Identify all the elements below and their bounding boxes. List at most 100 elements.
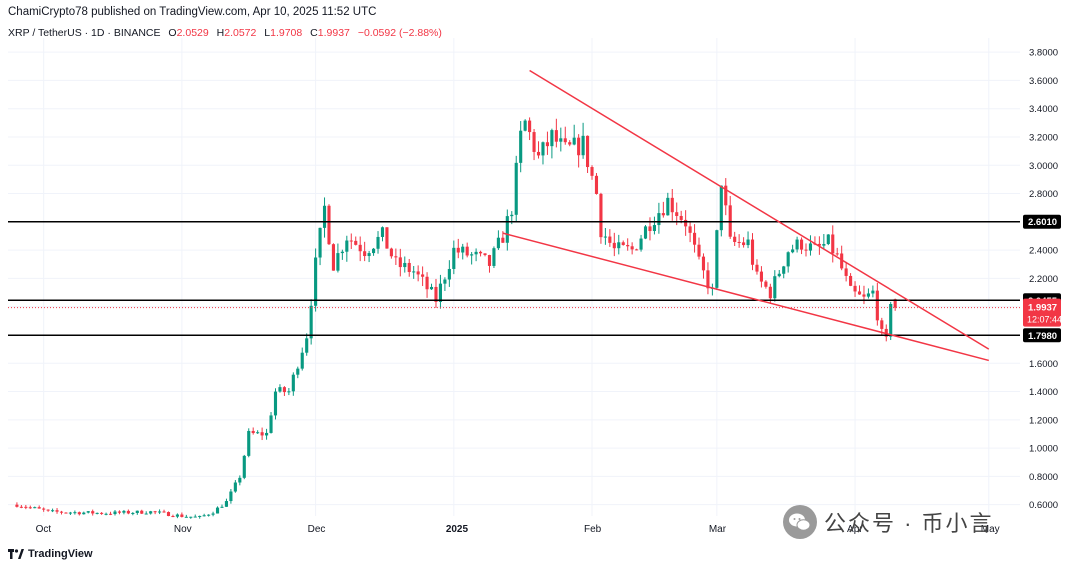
candle-body: [465, 246, 469, 256]
candle-body: [866, 293, 870, 297]
candle-body: [590, 167, 594, 176]
candle-body: [207, 514, 211, 516]
candle: [64, 512, 68, 514]
y-tick-label: 1.2000: [1029, 415, 1058, 426]
candle-body: [403, 262, 407, 268]
candle: [724, 178, 728, 216]
candle: [189, 516, 193, 519]
candle: [166, 511, 171, 517]
candle: [479, 250, 483, 257]
candle: [407, 258, 411, 277]
candle-body: [269, 415, 273, 433]
symbol-name[interactable]: XRP / TetherUS · 1D · BINANCE: [8, 27, 161, 39]
x-tick-label: Dec: [308, 524, 326, 535]
candle-body: [331, 244, 336, 271]
candle: [46, 509, 50, 512]
candle-body: [652, 225, 656, 232]
candle-body: [394, 256, 398, 258]
candle: [452, 240, 456, 275]
tradingview-footer[interactable]: TradingView: [8, 548, 93, 560]
candle: [429, 283, 434, 290]
watermark-text: 公众号 · 币小言: [824, 511, 994, 536]
candle: [403, 256, 407, 273]
candle: [742, 237, 746, 248]
candle-body: [82, 512, 86, 515]
candle: [643, 225, 648, 240]
candle-body: [91, 511, 95, 514]
candle-body: [563, 138, 567, 143]
candle: [327, 204, 331, 246]
candle-body: [224, 501, 229, 507]
candle: [434, 278, 438, 309]
candle: [376, 231, 380, 254]
candle-body: [305, 338, 309, 353]
candle: [545, 131, 549, 155]
candle-body: [95, 512, 99, 514]
candle-body: [750, 239, 755, 265]
candle-body: [260, 432, 264, 436]
candle-body: [193, 516, 197, 518]
candle: [581, 122, 585, 159]
candle-body: [461, 246, 465, 253]
candle: [710, 283, 714, 296]
candle-body: [251, 430, 255, 434]
candle-body: [496, 237, 500, 249]
candle: [496, 230, 500, 250]
candle: [559, 127, 563, 152]
candle: [470, 251, 474, 265]
candle: [599, 192, 603, 244]
candle: [135, 510, 139, 515]
candle-body: [144, 513, 148, 515]
candle: [193, 514, 197, 518]
candle: [104, 512, 108, 516]
candle: [875, 282, 879, 326]
candle-body: [661, 213, 665, 216]
candle: [786, 251, 790, 273]
candle-body: [572, 137, 576, 145]
candle-body: [581, 135, 585, 156]
candle: [728, 195, 732, 239]
candle: [889, 301, 893, 341]
candle: [242, 454, 246, 480]
candle: [180, 512, 184, 518]
candle-body: [59, 511, 64, 513]
candle-body: [291, 374, 295, 392]
candle-body: [648, 226, 652, 232]
candle: [82, 511, 86, 515]
candle: [487, 254, 492, 273]
candle-body: [603, 236, 607, 238]
candle-body: [345, 240, 349, 252]
candle: [528, 117, 532, 141]
x-tick-label: Nov: [174, 524, 192, 535]
candle: [398, 248, 402, 277]
candle-body: [149, 511, 153, 514]
candle: [568, 140, 572, 147]
candle: [59, 510, 64, 515]
candle: [273, 388, 278, 420]
candle-body: [585, 135, 590, 168]
y-tick-label: 3.6000: [1029, 76, 1058, 87]
x-tick-label: 2025: [446, 524, 469, 535]
candle-body: [514, 162, 518, 215]
candle-body: [287, 391, 291, 393]
candle: [750, 233, 755, 271]
candle-body: [202, 515, 206, 517]
y-tick-label: 1.6000: [1029, 359, 1058, 370]
candle-body: [706, 270, 710, 289]
candle: [733, 231, 737, 247]
candle: [19, 504, 23, 509]
candle: [550, 128, 554, 159]
candle-body: [113, 511, 117, 515]
candle-body: [135, 510, 139, 513]
candle: [866, 288, 870, 299]
candle: [523, 119, 527, 132]
candle: [719, 185, 723, 237]
candle-body: [826, 234, 830, 245]
candle-body: [398, 257, 402, 268]
candle-body: [755, 264, 759, 272]
candle-body: [492, 248, 496, 266]
candle-body: [768, 286, 772, 299]
candle-body: [42, 508, 46, 510]
candle-body: [621, 242, 625, 245]
